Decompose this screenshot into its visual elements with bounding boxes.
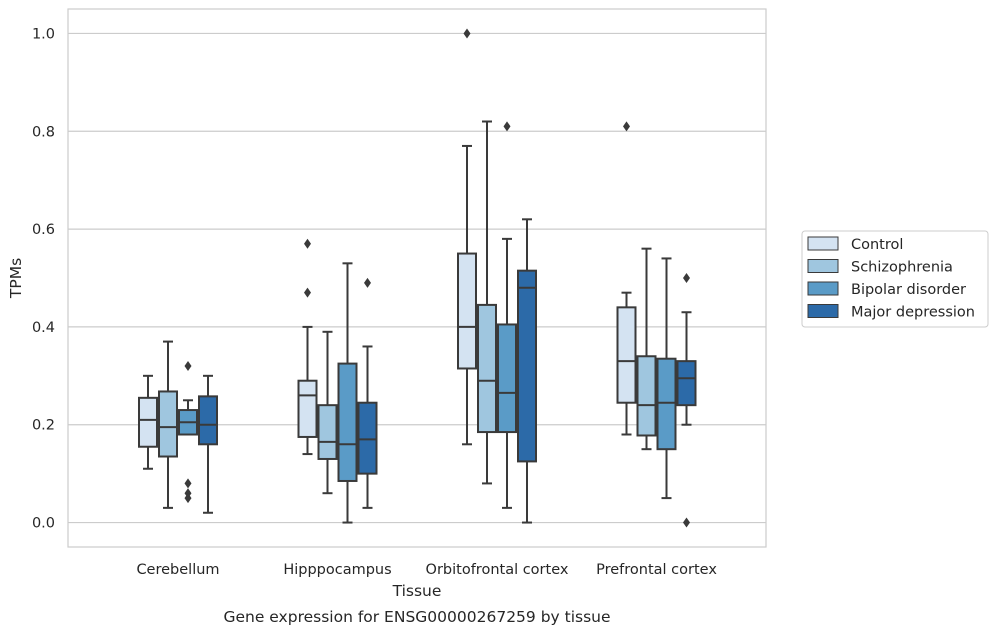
outlier-point	[184, 361, 192, 372]
legend-label: Schizophrenia	[851, 260, 953, 276]
outlier-point	[623, 121, 630, 132]
outlier-point	[463, 28, 471, 39]
plot-frame	[67, 8, 767, 548]
y-axis-label: TPMs	[7, 258, 25, 299]
legend-swatch	[807, 259, 839, 273]
iqr-box	[337, 362, 358, 482]
outlier-point	[304, 238, 311, 249]
legend-swatch	[807, 236, 839, 251]
outlier-point	[184, 493, 192, 504]
iqr-box	[317, 404, 338, 460]
outlier-point	[683, 273, 690, 283]
outlier-point	[683, 517, 690, 528]
box-control	[297, 238, 318, 456]
y-tick-label: 1.0	[32, 26, 55, 42]
box-bipolar-disorder	[337, 262, 358, 524]
x-axis-label: Tissue	[392, 582, 442, 600]
box-control	[457, 28, 477, 446]
outlier-point	[503, 121, 511, 132]
outlier-point	[364, 277, 371, 288]
box-major-depression	[676, 273, 697, 528]
legend-swatch	[807, 281, 839, 296]
y-tick-label: 0.6	[32, 222, 55, 238]
iqr-box	[198, 395, 218, 446]
iqr-box	[138, 396, 158, 448]
box-control	[616, 121, 637, 436]
x-tick-labels: Cerebellum Hipppocampus Orbitofrontal cort…	[136, 562, 717, 578]
boxes	[138, 28, 697, 528]
iqr-box	[517, 269, 537, 463]
y-tick-label: 0.8	[32, 124, 55, 140]
box-control	[138, 374, 158, 470]
iqr-box	[616, 306, 637, 404]
y-tick-label: 0.2	[32, 418, 55, 434]
iqr-box	[357, 401, 378, 475]
outlier-point	[184, 478, 192, 489]
iqr-box	[676, 360, 697, 407]
box-bipolar-disorder	[497, 121, 517, 509]
legend-label: Control	[851, 237, 903, 253]
legend-label: Major depression	[851, 305, 975, 321]
box-schizophrenia	[158, 340, 178, 509]
x-tick-label: Cerebellum	[136, 562, 219, 578]
box-major-depression	[198, 374, 218, 514]
box-bipolar-disorder	[178, 361, 198, 504]
legend: Control Schizophrenia Bipolar disorder Majo…	[801, 230, 989, 328]
legend-frame	[801, 230, 989, 328]
box-bipolar-disorder	[656, 257, 677, 500]
y-tick-label: 0.4	[32, 320, 55, 336]
iqr-box	[497, 323, 517, 434]
chart-caption: Gene expression for ENSG00000267259 by t…	[223, 608, 610, 626]
outlier-point	[304, 287, 311, 298]
box-schizophrenia	[636, 247, 657, 451]
x-tick-label: Hipppocampus	[283, 562, 391, 578]
legend-label: Bipolar disorder	[851, 282, 966, 298]
iqr-box	[636, 355, 657, 437]
x-tick-label: Orbitofrontal cortex	[426, 562, 569, 578]
box-schizophrenia	[477, 120, 497, 485]
iqr-box	[656, 357, 677, 451]
iqr-box	[477, 303, 497, 434]
y-tick-labels: 0.0 0.2 0.4 0.6 0.8 1.0	[32, 26, 55, 531]
legend-swatch	[807, 304, 839, 318]
iqr-box	[158, 390, 178, 458]
iqr-box	[297, 379, 318, 438]
x-tick-label: Prefrontal cortex	[596, 562, 717, 578]
box-major-depression	[357, 277, 378, 509]
box-major-depression	[517, 218, 537, 524]
box-schizophrenia	[317, 330, 338, 495]
iqr-box	[457, 252, 477, 370]
y-tick-label: 0.0	[32, 516, 55, 532]
